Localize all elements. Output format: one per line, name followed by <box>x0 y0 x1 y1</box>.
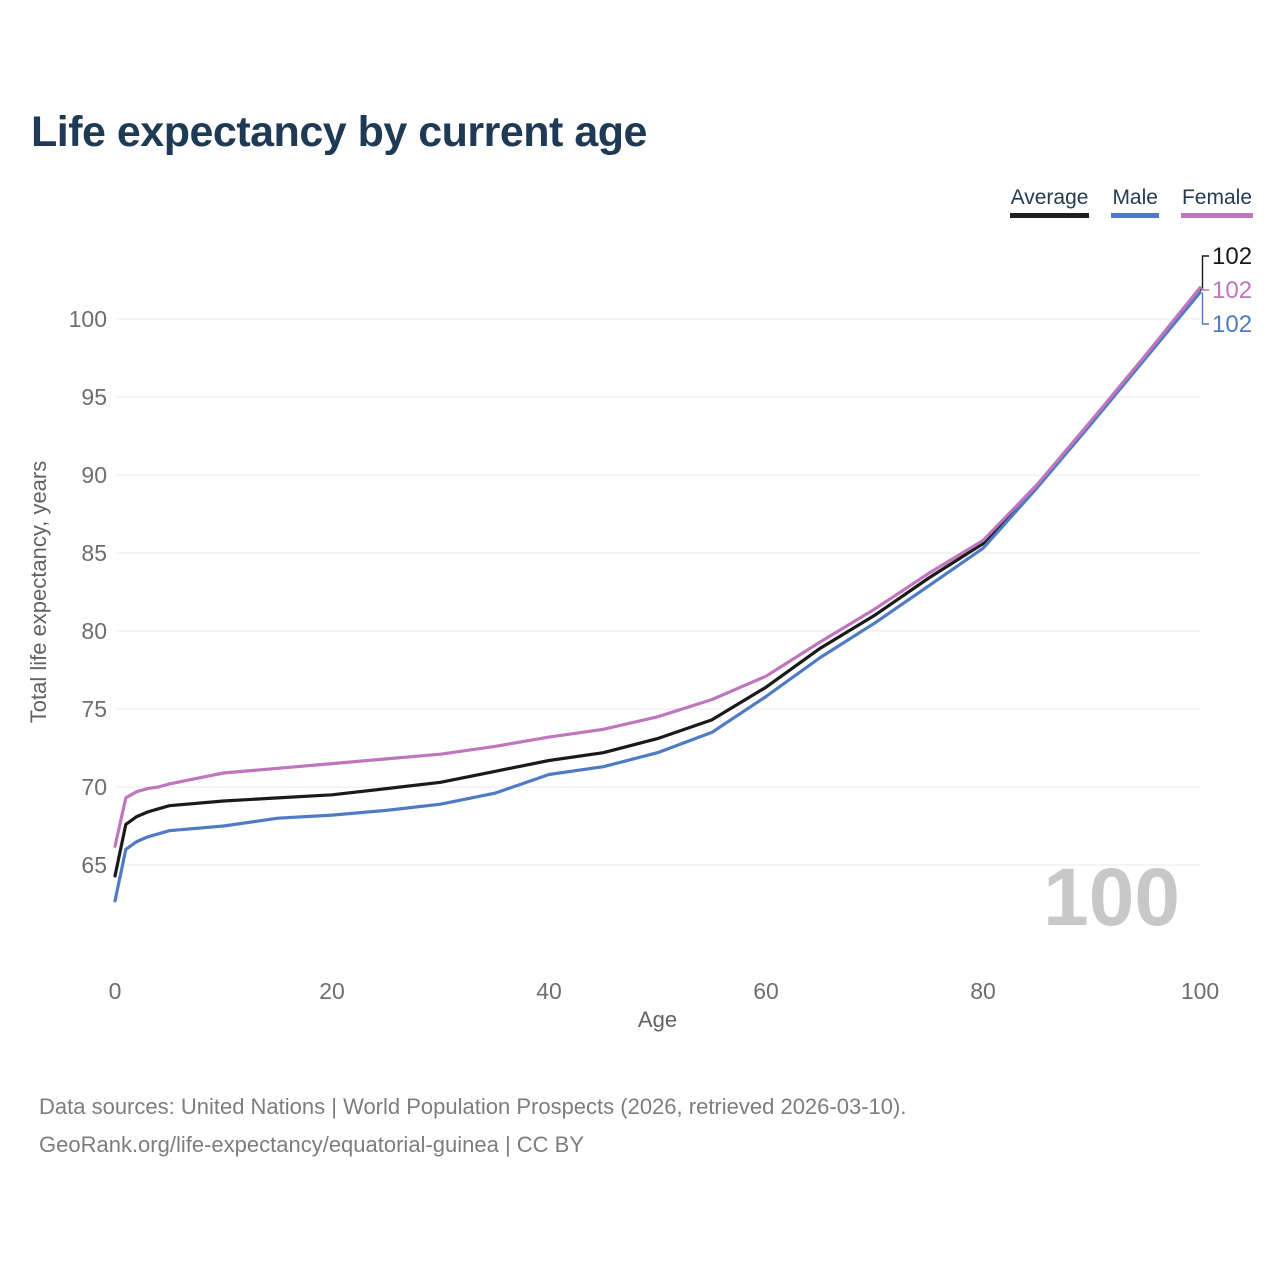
legend-label-female: Female <box>1181 186 1252 209</box>
y-tick-label: 100 <box>69 306 107 332</box>
age-counter-watermark: 100 <box>1043 852 1180 943</box>
end-label-connector-male <box>1201 292 1209 325</box>
series-line-female[interactable] <box>113 286 1202 848</box>
y-tick-label: 65 <box>81 852 107 878</box>
y-tick-label: 70 <box>81 774 107 800</box>
x-tick-label: 0 <box>109 978 122 1004</box>
x-tick-label: 40 <box>536 978 562 1004</box>
y-tick-label: 75 <box>81 696 107 722</box>
legend-underline-average <box>1009 213 1090 218</box>
y-axis-title: Total life expectancy, years <box>26 461 51 724</box>
y-tick-label: 90 <box>81 462 107 488</box>
x-tick-label: 100 <box>1181 978 1219 1004</box>
end-label-average: 102 <box>1212 243 1252 270</box>
x-axis-title: Age <box>638 1007 677 1032</box>
end-label-connector-female <box>1201 287 1209 291</box>
legend-item-average[interactable]: Average <box>1009 186 1090 218</box>
legend-label-average: Average <box>1010 186 1089 209</box>
series-line-average[interactable] <box>113 287 1202 878</box>
series-line-male[interactable] <box>113 290 1202 903</box>
x-tick-label: 20 <box>319 978 345 1004</box>
legend-item-male[interactable]: Male <box>1111 186 1159 218</box>
legend-item-female[interactable]: Female <box>1180 186 1253 218</box>
data-source-line1: Data sources: United Nations | World Pop… <box>39 1094 907 1119</box>
x-tick-label: 60 <box>753 978 779 1004</box>
data-source-line2: GeoRank.org/life-expectancy/equatorial-g… <box>39 1132 585 1157</box>
legend-underline-female <box>1180 213 1253 218</box>
x-tick-label: 80 <box>970 978 996 1004</box>
data-source-note: Data sources: United Nations | World Pop… <box>39 1088 906 1164</box>
y-tick-label: 85 <box>81 540 107 566</box>
end-label-male: 102 <box>1212 311 1252 338</box>
page-title: Life expectancy by current age <box>31 108 647 156</box>
end-label-connector-average <box>1201 255 1209 290</box>
y-tick-label: 95 <box>81 384 107 410</box>
legend-label-male: Male <box>1112 186 1158 209</box>
legend-underline-male <box>1111 213 1159 218</box>
legend: Average Male Female <box>1009 186 1253 218</box>
end-label-female: 102 <box>1212 277 1252 304</box>
y-tick-label: 80 <box>81 618 107 644</box>
